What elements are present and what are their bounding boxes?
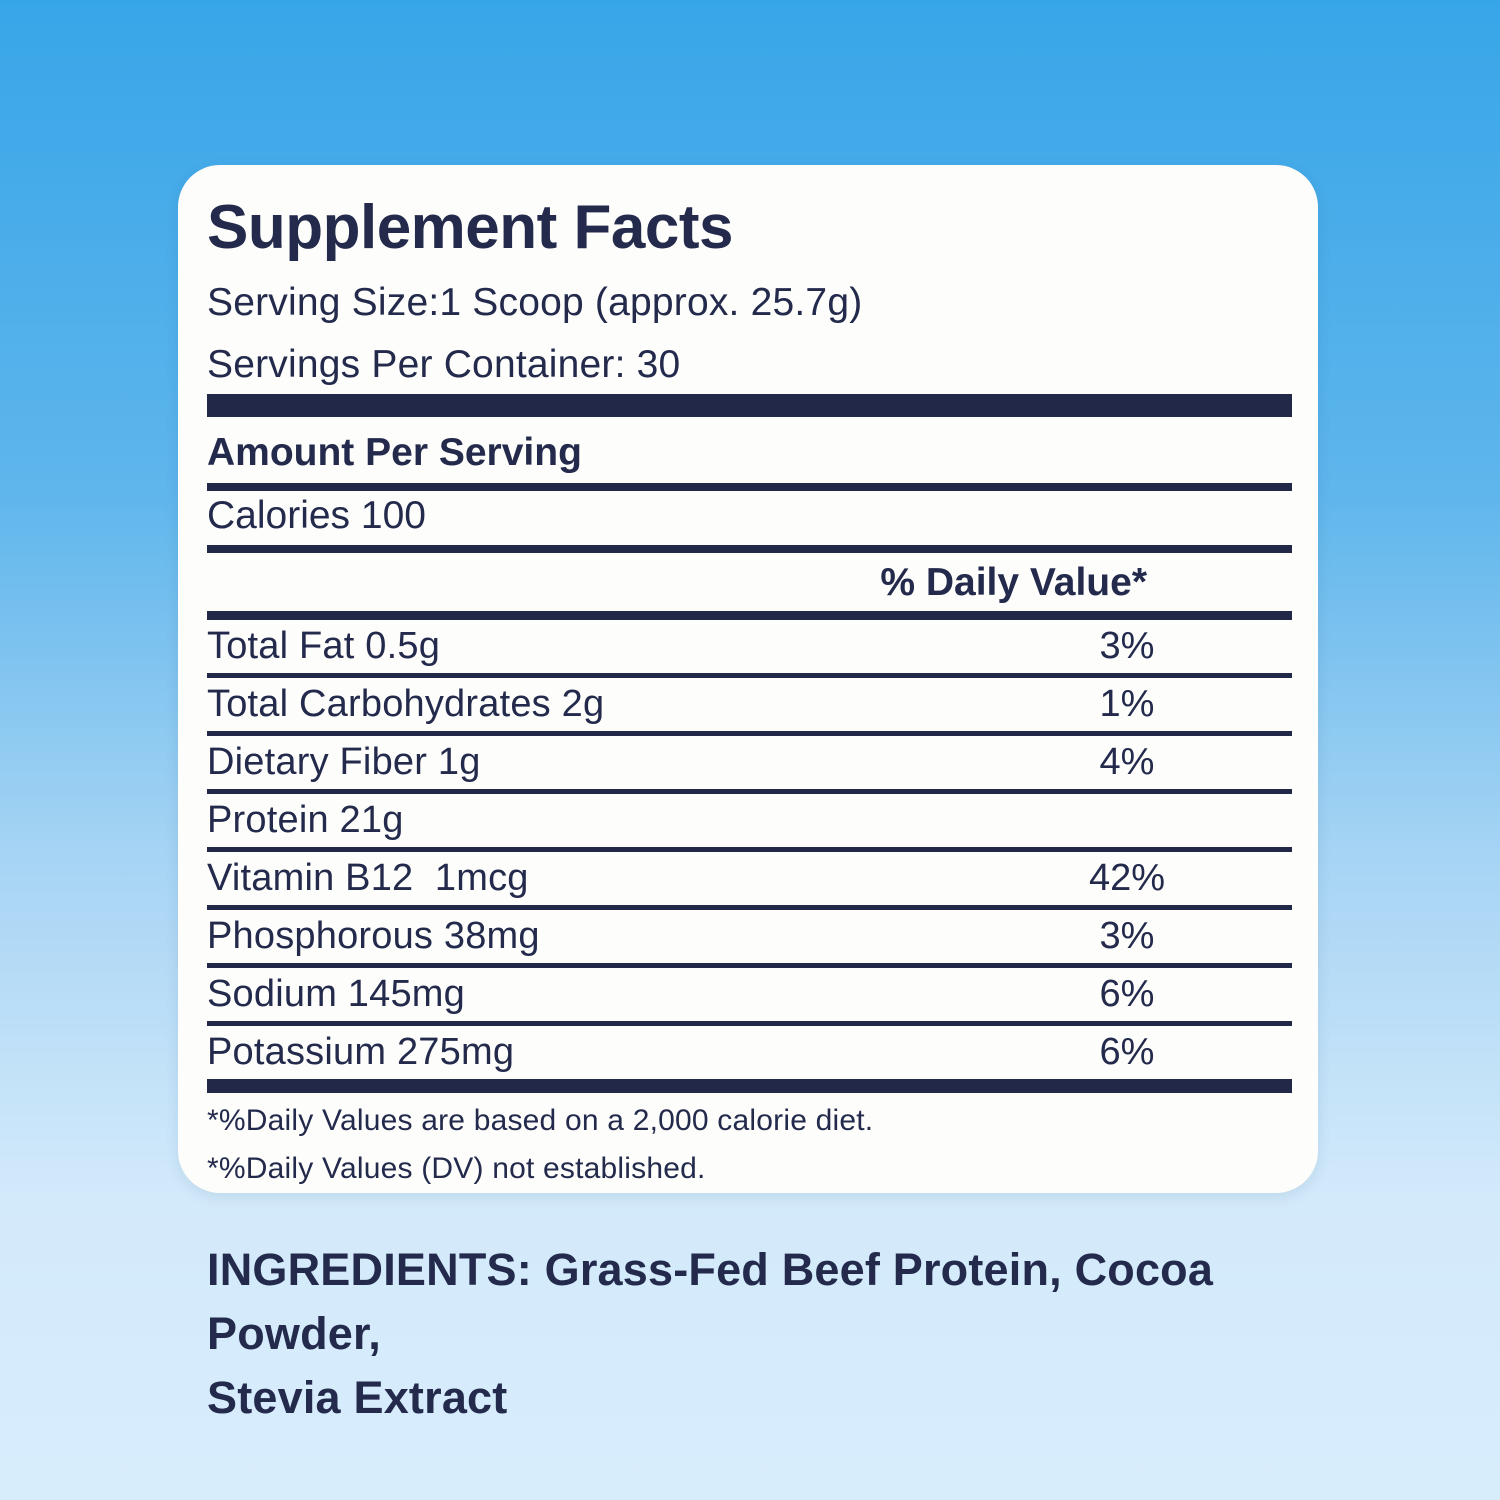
ingredients-line-1: INGREDIENTS: Grass-Fed Beef Protein, Coc… xyxy=(207,1244,1214,1359)
footnote-dv-not-established: *%Daily Values (DV) not established. xyxy=(207,1152,706,1185)
footnotes: *%Daily Values are based on a 2,000 calo… xyxy=(207,1101,1292,1189)
nutrient-row-potassium: Potassium 275mg 6% xyxy=(207,1026,1292,1079)
nutrient-label: Sodium 145mg xyxy=(207,973,465,1015)
amount-per-serving-label: Amount Per Serving xyxy=(207,431,582,474)
calories-row: Calories 100 xyxy=(207,494,426,537)
nutrient-row-total-fat: Total Fat 0.5g 3% xyxy=(207,620,1292,678)
ingredients-text: INGREDIENTS: Grass-Fed Beef Protein, Coc… xyxy=(207,1238,1367,1430)
daily-value-header: % Daily Value* xyxy=(880,561,1147,604)
nutrient-daily-value: 6% xyxy=(1099,973,1155,1015)
nutrient-row-total-carbohydrates: Total Carbohydrates 2g 1% xyxy=(207,678,1292,736)
nutrient-row-dietary-fiber: Dietary Fiber 1g 4% xyxy=(207,736,1292,794)
divider-thick-top xyxy=(207,394,1292,417)
servings-per-container-line: Servings Per Container: 30 xyxy=(207,343,681,386)
nutrient-label: Vitamin B12 1mcg xyxy=(207,857,529,899)
nutrient-row-sodium: Sodium 145mg 6% xyxy=(207,968,1292,1026)
nutrient-label: Total Fat 0.5g xyxy=(207,625,441,667)
footnote-daily-values: *%Daily Values are based on a 2,000 calo… xyxy=(207,1104,874,1137)
divider-under-calories xyxy=(207,545,1292,553)
nutrient-label: Protein 21g xyxy=(207,799,404,841)
nutrient-label: Dietary Fiber 1g xyxy=(207,741,481,783)
nutrient-row-vitamin-b12: Vitamin B12 1mcg 42% xyxy=(207,852,1292,910)
nutrient-label: Total Carbohydrates 2g xyxy=(207,683,605,725)
ingredients-line-2: Stevia Extract xyxy=(207,1372,508,1423)
nutrient-daily-value: 1% xyxy=(1099,683,1155,725)
nutrient-daily-value: 42% xyxy=(1088,857,1166,899)
divider-under-dv-header xyxy=(207,611,1292,620)
nutrient-daily-value: 3% xyxy=(1099,625,1155,667)
nutrient-daily-value: 6% xyxy=(1099,1031,1155,1073)
nutrient-label: Phosphorous 38mg xyxy=(207,915,540,957)
panel-title: Supplement Facts xyxy=(207,193,734,262)
nutrient-row-protein: Protein 21g xyxy=(207,794,1292,852)
nutrient-label: Potassium 275mg xyxy=(207,1031,515,1073)
divider-under-amount xyxy=(207,483,1292,491)
supplement-facts-panel: Supplement Facts Serving Size:1 Scoop (a… xyxy=(178,165,1318,1193)
nutrient-row-phosphorous: Phosphorous 38mg 3% xyxy=(207,910,1292,968)
nutrient-daily-value: 3% xyxy=(1099,915,1155,957)
divider-thick-bottom xyxy=(207,1079,1292,1093)
serving-size-line: Serving Size:1 Scoop (approx. 25.7g) xyxy=(207,281,863,324)
nutrient-daily-value: 4% xyxy=(1099,741,1155,783)
